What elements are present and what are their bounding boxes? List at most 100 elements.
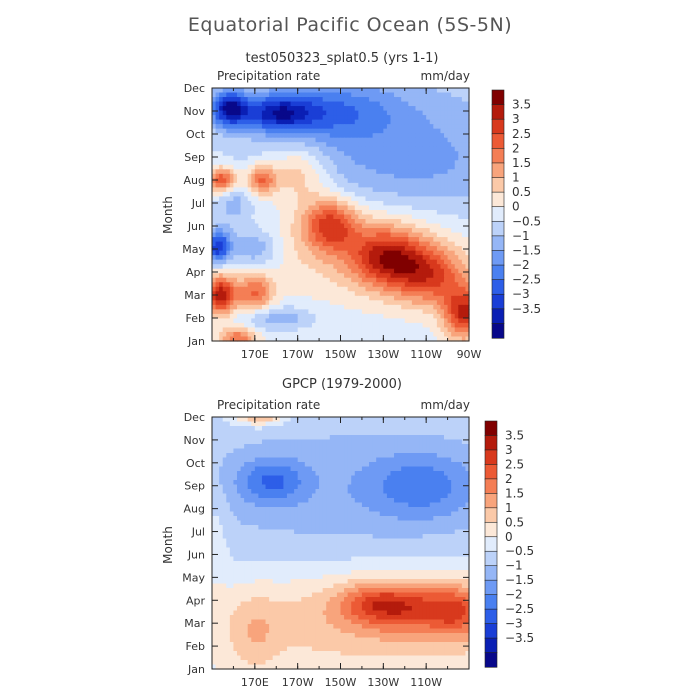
heatmap-cell — [361, 219, 367, 225]
heatmap-cell — [429, 291, 434, 297]
heatmap-cell — [233, 453, 238, 459]
heatmap-cell — [319, 264, 324, 270]
heatmap-cell — [340, 421, 345, 427]
heatmap-cell — [254, 426, 259, 432]
heatmap-cell — [415, 421, 420, 427]
heatmap-cell — [369, 178, 374, 184]
heatmap-cell — [315, 155, 320, 161]
heatmap-cell — [219, 259, 224, 265]
heatmap-cell — [411, 336, 417, 342]
heatmap-cell — [322, 178, 327, 184]
heatmap-cell — [465, 435, 470, 441]
heatmap-cell — [244, 457, 249, 463]
heatmap-cell — [229, 277, 235, 283]
heatmap-cell — [351, 182, 356, 188]
heatmap-cell — [340, 237, 345, 243]
heatmap-cell — [347, 250, 352, 256]
heatmap-cell — [365, 466, 370, 472]
heatmap-cell — [444, 435, 449, 441]
heatmap-cell — [247, 209, 252, 216]
heatmap-cell — [254, 309, 259, 315]
heatmap-cell — [419, 313, 424, 320]
heatmap-cell — [365, 182, 370, 188]
heatmap-cell — [283, 228, 288, 234]
heatmap-cell — [229, 142, 235, 148]
heatmap-cell — [401, 182, 406, 188]
heatmap-cell — [276, 336, 281, 342]
heatmap-cell — [411, 318, 417, 324]
heatmap-cell — [458, 336, 463, 342]
heatmap-cell — [311, 200, 317, 207]
heatmap-cell — [229, 426, 235, 432]
colorbar-label: −1.5 — [512, 243, 541, 257]
heatmap-cell — [426, 444, 431, 450]
heatmap-cell — [347, 277, 352, 283]
heatmap-cell — [308, 273, 313, 279]
heatmap-cell — [365, 264, 370, 270]
heatmap-cell — [304, 282, 309, 288]
heatmap-cell — [415, 417, 420, 423]
heatmap-cell — [419, 209, 424, 216]
heatmap-cell — [444, 97, 449, 103]
heatmap-cell — [226, 331, 231, 338]
heatmap-cell — [279, 291, 284, 297]
heatmap-cell — [386, 241, 392, 247]
heatmap-cell — [254, 453, 259, 459]
heatmap-cell — [247, 255, 252, 261]
heatmap-cell — [426, 209, 431, 216]
heatmap-cell — [290, 300, 295, 306]
heatmap-cell — [365, 300, 370, 306]
heatmap-cell — [269, 214, 274, 220]
heatmap-cell — [336, 336, 342, 342]
heatmap-cell — [333, 191, 338, 198]
heatmap-cell — [415, 300, 420, 306]
heatmap-cell — [215, 219, 220, 225]
heatmap-cell — [419, 101, 424, 107]
heatmap-cell — [326, 142, 331, 148]
heatmap-cell — [419, 295, 424, 301]
heatmap-cell — [219, 128, 224, 134]
heatmap-cell — [429, 259, 434, 265]
heatmap-cell — [286, 146, 292, 152]
heatmap-cell — [311, 264, 317, 270]
heatmap-cell — [212, 282, 217, 288]
heatmap-cell — [354, 115, 359, 121]
heatmap-cell — [258, 421, 263, 427]
heatmap-cell — [404, 187, 409, 193]
heatmap-cell — [401, 336, 406, 342]
heatmap-cell — [240, 291, 245, 297]
heatmap-cell — [354, 237, 359, 243]
heatmap-cell — [283, 282, 288, 288]
heatmap-cell — [233, 151, 238, 157]
p1-heatmap-cells — [212, 417, 470, 670]
heatmap-cell — [351, 439, 356, 445]
heatmap-cell — [372, 453, 377, 459]
heatmap-cell — [279, 160, 284, 166]
heatmap-cell — [279, 246, 284, 252]
heatmap-cell — [458, 417, 463, 423]
heatmap-cell — [336, 300, 342, 306]
heatmap-cell — [383, 466, 388, 472]
heatmap-cell — [283, 169, 288, 175]
heatmap-cell — [354, 250, 359, 256]
heatmap-cell — [333, 309, 338, 315]
heatmap-cell — [301, 182, 306, 188]
heatmap-cell — [340, 200, 345, 207]
heatmap-cell — [433, 219, 438, 225]
heatmap-cell — [251, 259, 256, 265]
heatmap-cell — [461, 448, 467, 454]
heatmap-cell — [419, 97, 424, 103]
heatmap-cell — [465, 268, 470, 274]
heatmap-cell — [236, 255, 242, 261]
heatmap-cell — [404, 219, 409, 225]
heatmap-cell — [419, 173, 424, 179]
heatmap-cell — [340, 128, 345, 134]
heatmap-cell — [429, 336, 434, 342]
heatmap-cell — [458, 322, 463, 329]
heatmap-cell — [465, 178, 470, 184]
heatmap-cell — [372, 146, 377, 152]
heatmap-cell — [354, 106, 359, 112]
heatmap-cell — [319, 439, 324, 445]
heatmap-cell — [383, 128, 388, 134]
heatmap-cell — [429, 327, 434, 333]
